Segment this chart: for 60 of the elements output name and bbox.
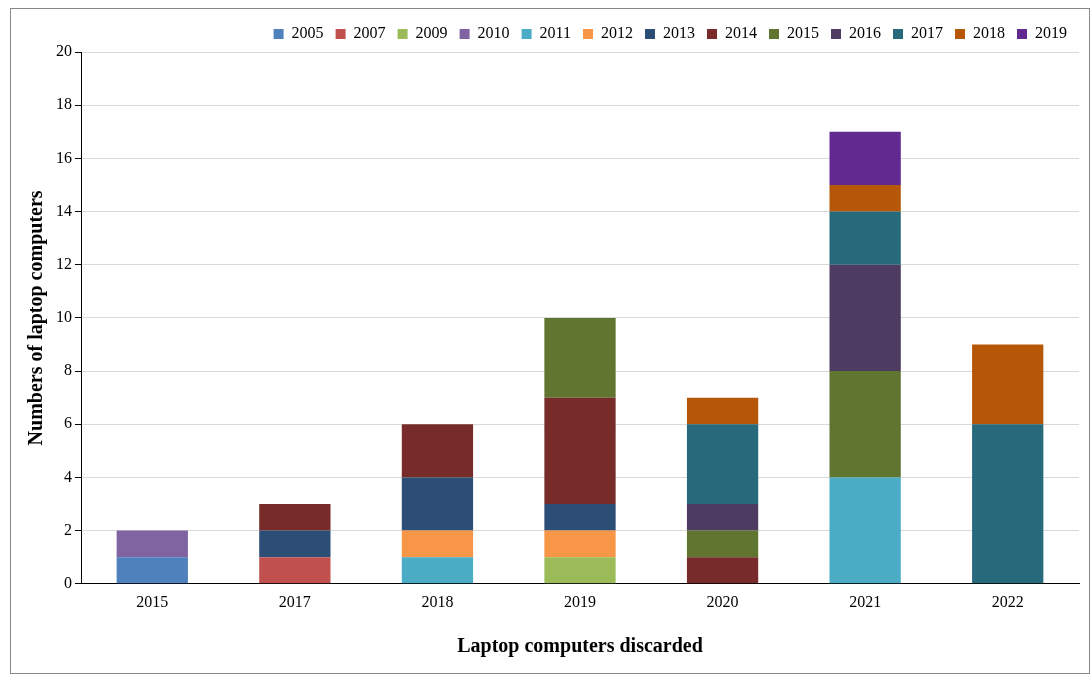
legend-label: 2016 bbox=[849, 24, 881, 42]
bar bbox=[829, 264, 901, 372]
bar bbox=[686, 530, 759, 558]
bar bbox=[544, 397, 616, 505]
bar bbox=[259, 557, 331, 584]
legend-label: 2014 bbox=[725, 24, 757, 42]
y-tick-label: 18 bbox=[56, 95, 72, 113]
bar bbox=[686, 557, 759, 584]
bar bbox=[544, 530, 616, 558]
x-tick-label: 2021 bbox=[849, 592, 882, 610]
bar bbox=[401, 477, 474, 531]
bar bbox=[401, 424, 474, 478]
bar bbox=[116, 530, 188, 558]
x-axis-title: Laptop computers discarded bbox=[457, 634, 703, 658]
x-tick-label: 2022 bbox=[991, 592, 1024, 610]
y-tick-label: 2 bbox=[64, 520, 72, 538]
legend-label: 2010 bbox=[477, 24, 510, 42]
y-tick-label: 0 bbox=[64, 574, 72, 591]
y-tick-label: 12 bbox=[56, 254, 72, 272]
bar bbox=[686, 397, 759, 425]
bar bbox=[259, 530, 331, 558]
bar bbox=[544, 317, 616, 398]
x-tick-label: 2020 bbox=[706, 592, 739, 610]
bar bbox=[544, 557, 616, 584]
legend-label: 2005 bbox=[291, 24, 324, 42]
bar bbox=[686, 504, 759, 531]
bar bbox=[972, 344, 1044, 425]
bar bbox=[972, 424, 1044, 584]
bar bbox=[686, 424, 759, 505]
y-tick-label: 10 bbox=[56, 308, 72, 326]
bar bbox=[544, 504, 616, 531]
bar bbox=[829, 184, 901, 212]
y-tick-label: 6 bbox=[64, 414, 72, 432]
legend-label: 2012 bbox=[601, 24, 633, 42]
legend-label: 2019 bbox=[1035, 24, 1067, 42]
y-axis-title: Numbers of laptop computers bbox=[24, 190, 48, 446]
bar bbox=[401, 530, 474, 558]
legend-label: 2017 bbox=[911, 24, 943, 42]
y-tick-label: 14 bbox=[56, 201, 72, 219]
bar bbox=[829, 477, 901, 584]
bar bbox=[116, 557, 188, 584]
x-tick-label: 2018 bbox=[421, 592, 454, 610]
bar bbox=[829, 211, 901, 265]
legend-label: 2018 bbox=[973, 24, 1005, 42]
x-tick-label: 2015 bbox=[136, 592, 169, 610]
bar bbox=[259, 504, 331, 531]
legend-label: 2007 bbox=[353, 24, 386, 42]
x-tick-label: 2019 bbox=[564, 592, 596, 610]
legend-label: 2009 bbox=[415, 24, 448, 42]
y-tick-label: 4 bbox=[64, 467, 72, 485]
legend-label: 2015 bbox=[787, 24, 819, 42]
x-tick-label: 2017 bbox=[278, 592, 311, 610]
y-tick-label: 16 bbox=[56, 148, 72, 166]
legend-label: 2011 bbox=[539, 24, 571, 42]
y-tick-label: 20 bbox=[56, 42, 72, 60]
bar bbox=[829, 371, 901, 478]
legend-label: 2013 bbox=[663, 24, 695, 42]
bar bbox=[401, 557, 474, 584]
bar bbox=[829, 131, 901, 185]
y-tick-label: 8 bbox=[64, 361, 72, 379]
